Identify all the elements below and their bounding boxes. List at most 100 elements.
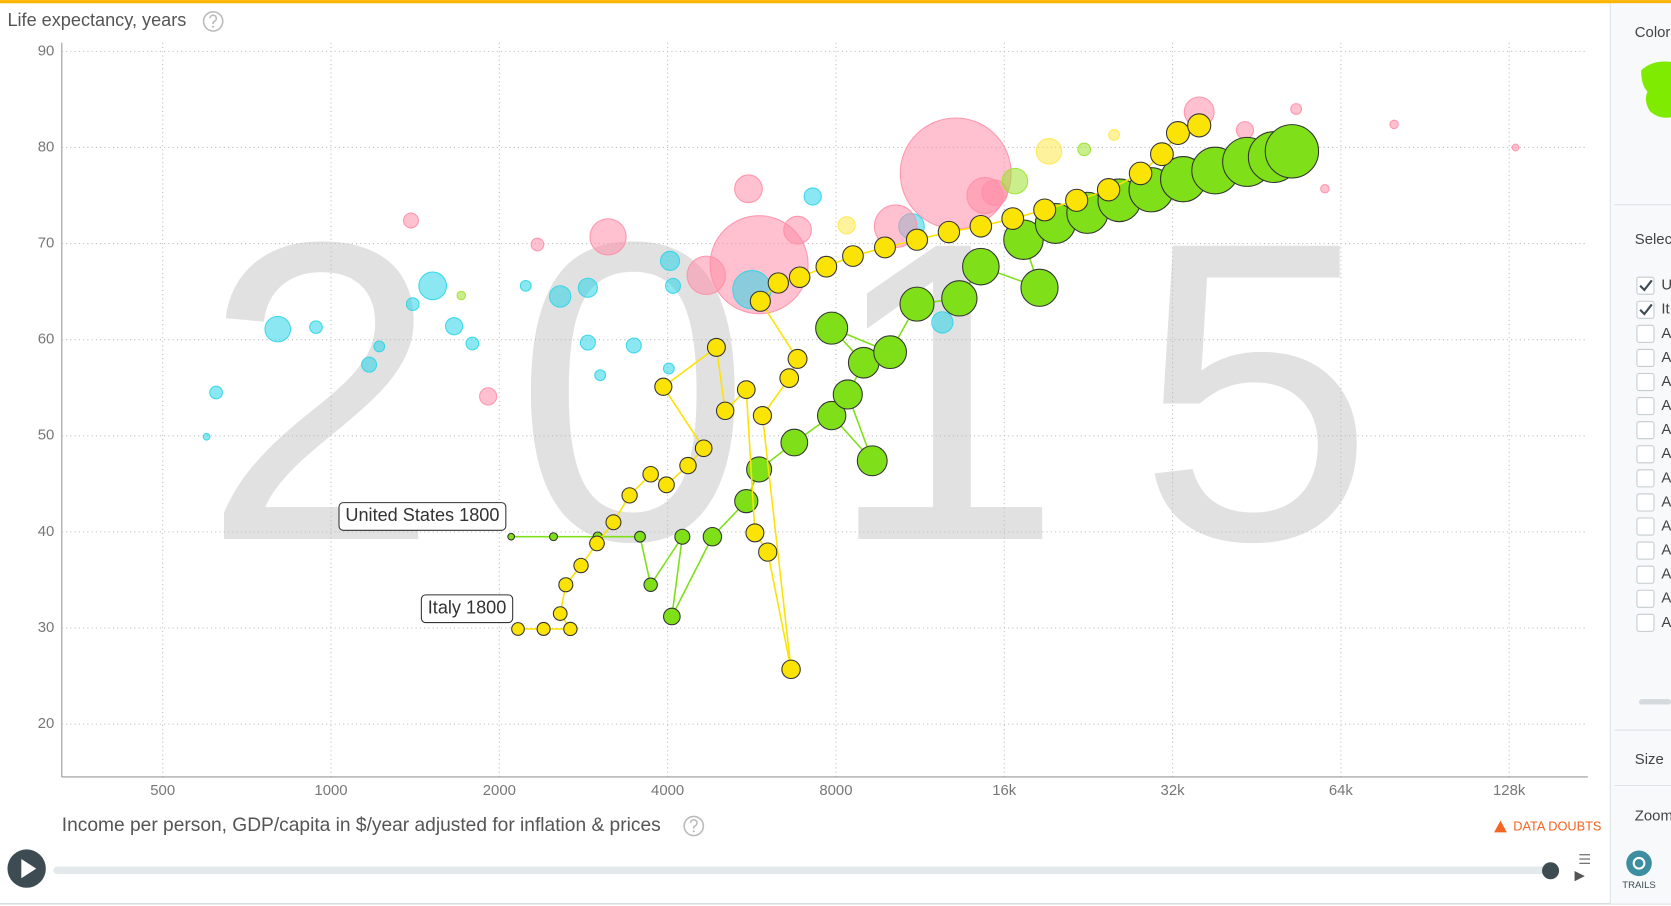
trail-bubble[interactable]	[511, 622, 525, 636]
checkbox[interactable]	[1636, 589, 1655, 608]
country-bubble[interactable]	[625, 337, 642, 354]
trail-bubble[interactable]	[573, 557, 589, 574]
trail-bubble[interactable]	[1150, 142, 1174, 167]
trail-bubble[interactable]	[816, 400, 847, 431]
country-bubble[interactable]	[519, 279, 532, 292]
checkbox[interactable]	[1636, 348, 1655, 367]
trail-bubble[interactable]	[873, 335, 907, 370]
country-bubble[interactable]	[1511, 143, 1520, 152]
checkbox[interactable]	[1636, 613, 1655, 632]
trail-bubble[interactable]	[832, 379, 863, 410]
checkbox[interactable]	[1636, 541, 1655, 560]
checkbox[interactable]	[1636, 469, 1655, 488]
country-bubble[interactable]	[837, 216, 856, 235]
select-item[interactable]: A	[1661, 398, 1671, 414]
country-bubble[interactable]	[594, 369, 607, 382]
trail-bubble[interactable]	[663, 607, 681, 626]
trail-bubble[interactable]	[1187, 113, 1212, 138]
checkbox[interactable]	[1636, 300, 1655, 319]
trail-bubble[interactable]	[788, 266, 811, 288]
country-bubble[interactable]	[1077, 142, 1092, 157]
country-bubble[interactable]	[264, 315, 292, 343]
trail-bubble[interactable]	[1033, 198, 1057, 222]
country-bubble[interactable]	[1320, 184, 1330, 194]
select-item[interactable]: A	[1661, 326, 1671, 342]
trail-bubble[interactable]	[752, 405, 773, 426]
trail-bubble[interactable]	[674, 528, 691, 545]
checkbox[interactable]	[1636, 565, 1655, 584]
trail-bubble[interactable]	[767, 272, 789, 294]
country-bubble[interactable]	[665, 277, 682, 294]
trail-bubble[interactable]	[549, 532, 558, 542]
country-bubble[interactable]	[373, 340, 386, 353]
help-icon[interactable]	[683, 815, 705, 837]
country-bubble[interactable]	[361, 356, 378, 373]
checkbox[interactable]	[1636, 421, 1655, 440]
trail-bubble[interactable]	[679, 456, 697, 475]
trail-bubble[interactable]	[962, 247, 1000, 286]
trail-bubble[interactable]	[781, 659, 801, 680]
scrollbar[interactable]	[1639, 699, 1671, 705]
select-item[interactable]: A	[1661, 446, 1671, 462]
play-button[interactable]	[7, 849, 46, 888]
select-item[interactable]: It	[1661, 302, 1670, 318]
trail-bubble[interactable]	[507, 532, 516, 541]
select-item[interactable]: A	[1661, 591, 1671, 607]
trail-bubble[interactable]	[589, 535, 605, 552]
country-bubble[interactable]	[202, 432, 211, 441]
trail-bubble[interactable]	[787, 348, 808, 369]
trail-bubble[interactable]	[941, 280, 978, 317]
timeline-handle[interactable]	[1542, 862, 1560, 880]
trail-bubble[interactable]	[746, 456, 773, 483]
select-item[interactable]: A	[1661, 543, 1671, 559]
select-item[interactable]: A	[1661, 518, 1671, 534]
select-item[interactable]: A	[1661, 350, 1671, 366]
country-bubble[interactable]	[309, 320, 323, 335]
country-bubble[interactable]	[899, 117, 1012, 230]
trail-bubble[interactable]	[654, 377, 673, 396]
trail-bubble[interactable]	[1096, 178, 1121, 202]
trail-bubble[interactable]	[706, 337, 726, 357]
select-item[interactable]: A	[1661, 470, 1671, 486]
color-map-icon[interactable]	[1641, 61, 1671, 118]
country-bubble[interactable]	[783, 215, 812, 245]
trail-bubble[interactable]	[779, 368, 800, 388]
trail-bubble[interactable]	[1020, 268, 1059, 307]
country-bubble[interactable]	[1035, 138, 1063, 165]
trail-bubble[interactable]	[634, 530, 646, 543]
checkbox[interactable]	[1636, 517, 1655, 536]
country-bubble[interactable]	[1389, 119, 1399, 130]
checkbox[interactable]	[1636, 445, 1655, 464]
trail-bubble[interactable]	[1001, 207, 1025, 230]
checkbox[interactable]	[1636, 276, 1655, 295]
country-bubble[interactable]	[662, 362, 675, 375]
checkbox[interactable]	[1636, 397, 1655, 416]
trail-bubble[interactable]	[643, 577, 658, 592]
trail-bubble[interactable]	[745, 523, 765, 543]
speed-control[interactable]	[1574, 854, 1591, 882]
trail-bubble[interactable]	[780, 428, 809, 457]
country-bubble[interactable]	[579, 334, 596, 351]
country-bubble[interactable]	[659, 250, 681, 271]
country-bubble[interactable]	[444, 317, 464, 336]
select-item[interactable]: A	[1661, 615, 1671, 631]
trail-bubble[interactable]	[1264, 124, 1320, 179]
select-item[interactable]: U	[1661, 278, 1671, 294]
trail-bubble[interactable]	[815, 255, 838, 278]
country-bubble[interactable]	[686, 255, 726, 295]
select-item[interactable]: A	[1661, 422, 1671, 438]
trail-bubble[interactable]	[1165, 121, 1190, 146]
trail-bubble[interactable]	[621, 487, 638, 504]
help-icon[interactable]	[202, 11, 224, 32]
country-bubble[interactable]	[577, 277, 598, 298]
country-bubble[interactable]	[981, 179, 1008, 206]
country-bubble[interactable]	[465, 336, 480, 351]
country-bubble[interactable]	[530, 237, 545, 252]
country-bubble[interactable]	[931, 311, 954, 334]
country-bubble[interactable]	[209, 385, 223, 400]
trail-bubble[interactable]	[702, 526, 723, 547]
checkbox[interactable]	[1636, 372, 1655, 392]
country-bubble[interactable]	[479, 387, 498, 406]
trail-bubble[interactable]	[1065, 188, 1089, 212]
timeline-track[interactable]	[53, 866, 1551, 874]
